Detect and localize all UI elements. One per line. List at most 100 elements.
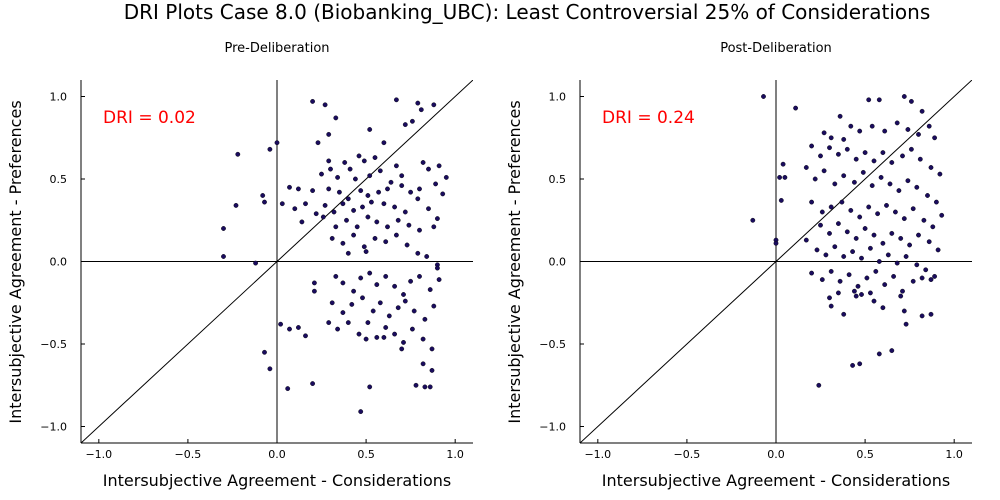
data-point <box>404 242 410 248</box>
data-point <box>402 209 408 215</box>
y-tick-label: 1.0 <box>50 91 68 104</box>
data-point <box>876 97 882 103</box>
data-point <box>793 105 798 111</box>
data-point <box>818 222 823 228</box>
data-point <box>311 280 317 286</box>
data-point <box>850 362 855 368</box>
data-point <box>882 128 888 134</box>
data-point <box>377 300 383 306</box>
data-point <box>424 254 430 259</box>
data-point <box>326 320 332 325</box>
data-point <box>433 181 438 187</box>
data-point <box>440 191 446 197</box>
data-point <box>426 206 431 212</box>
data-point <box>367 270 373 276</box>
data-point <box>873 268 879 274</box>
data-point <box>352 176 358 182</box>
scatter-points <box>750 94 945 388</box>
data-point <box>310 99 315 104</box>
data-point <box>320 214 326 220</box>
data-point <box>921 217 927 223</box>
data-point <box>393 163 399 169</box>
data-point <box>828 204 834 210</box>
data-point <box>850 249 855 255</box>
data-point <box>862 150 868 156</box>
data-point <box>819 209 825 215</box>
data-point <box>841 254 847 259</box>
data-point <box>848 207 854 213</box>
data-point <box>340 280 346 286</box>
data-point <box>780 161 786 167</box>
data-point <box>392 331 397 337</box>
data-point <box>221 226 226 231</box>
data-point <box>345 320 351 325</box>
data-point <box>420 361 426 367</box>
data-point <box>383 273 389 279</box>
data-point <box>876 351 882 357</box>
data-point <box>388 179 394 185</box>
data-point <box>331 209 337 215</box>
data-point <box>926 123 932 129</box>
data-point <box>837 278 843 284</box>
data-point <box>399 183 405 189</box>
data-point <box>253 260 259 266</box>
data-point <box>932 135 937 141</box>
data-point <box>262 199 267 205</box>
y-tick-label: −0.5 <box>539 338 566 351</box>
x-tick-label: 0.0 <box>268 448 286 461</box>
data-point <box>393 232 399 238</box>
data-point <box>413 382 419 388</box>
data-point <box>295 325 301 330</box>
data-point <box>893 209 898 215</box>
data-point <box>360 204 365 210</box>
data-point <box>303 201 308 207</box>
data-point <box>356 153 362 159</box>
data-point <box>836 221 841 227</box>
data-point <box>868 290 873 296</box>
data-point <box>429 367 435 373</box>
data-point <box>367 384 373 390</box>
data-point <box>311 288 317 294</box>
data-point <box>876 259 882 264</box>
data-point <box>909 146 914 152</box>
data-point <box>392 204 397 210</box>
data-point <box>385 224 390 230</box>
data-point <box>832 181 838 187</box>
data-point <box>828 303 834 309</box>
data-point <box>859 255 864 261</box>
data-point <box>903 321 909 327</box>
data-point <box>818 153 823 159</box>
data-point <box>395 305 401 311</box>
y-tick-label: −1.0 <box>539 421 566 434</box>
data-point <box>427 384 433 390</box>
data-point <box>814 247 820 253</box>
data-point <box>344 217 349 223</box>
data-point <box>905 178 911 184</box>
data-point <box>351 232 356 238</box>
data-point <box>377 168 383 174</box>
data-point <box>363 249 369 255</box>
data-point <box>880 305 886 311</box>
data-point <box>415 100 421 106</box>
data-point <box>436 277 442 282</box>
data-point <box>848 123 854 129</box>
data-point <box>431 102 437 108</box>
identity-diagonal-line <box>580 80 972 443</box>
data-point <box>368 199 374 205</box>
data-point <box>934 199 939 205</box>
data-point <box>875 211 880 217</box>
data-point <box>431 224 437 230</box>
data-point <box>365 193 371 198</box>
data-point <box>889 160 895 165</box>
data-point <box>868 245 873 251</box>
data-point <box>855 283 861 289</box>
data-point <box>335 174 340 180</box>
data-point <box>901 94 907 99</box>
data-point <box>386 313 392 319</box>
data-point <box>916 131 921 137</box>
data-point <box>812 176 818 182</box>
x-tick-label: −1.0 <box>85 448 112 461</box>
data-point <box>381 140 387 146</box>
data-point <box>340 310 346 315</box>
